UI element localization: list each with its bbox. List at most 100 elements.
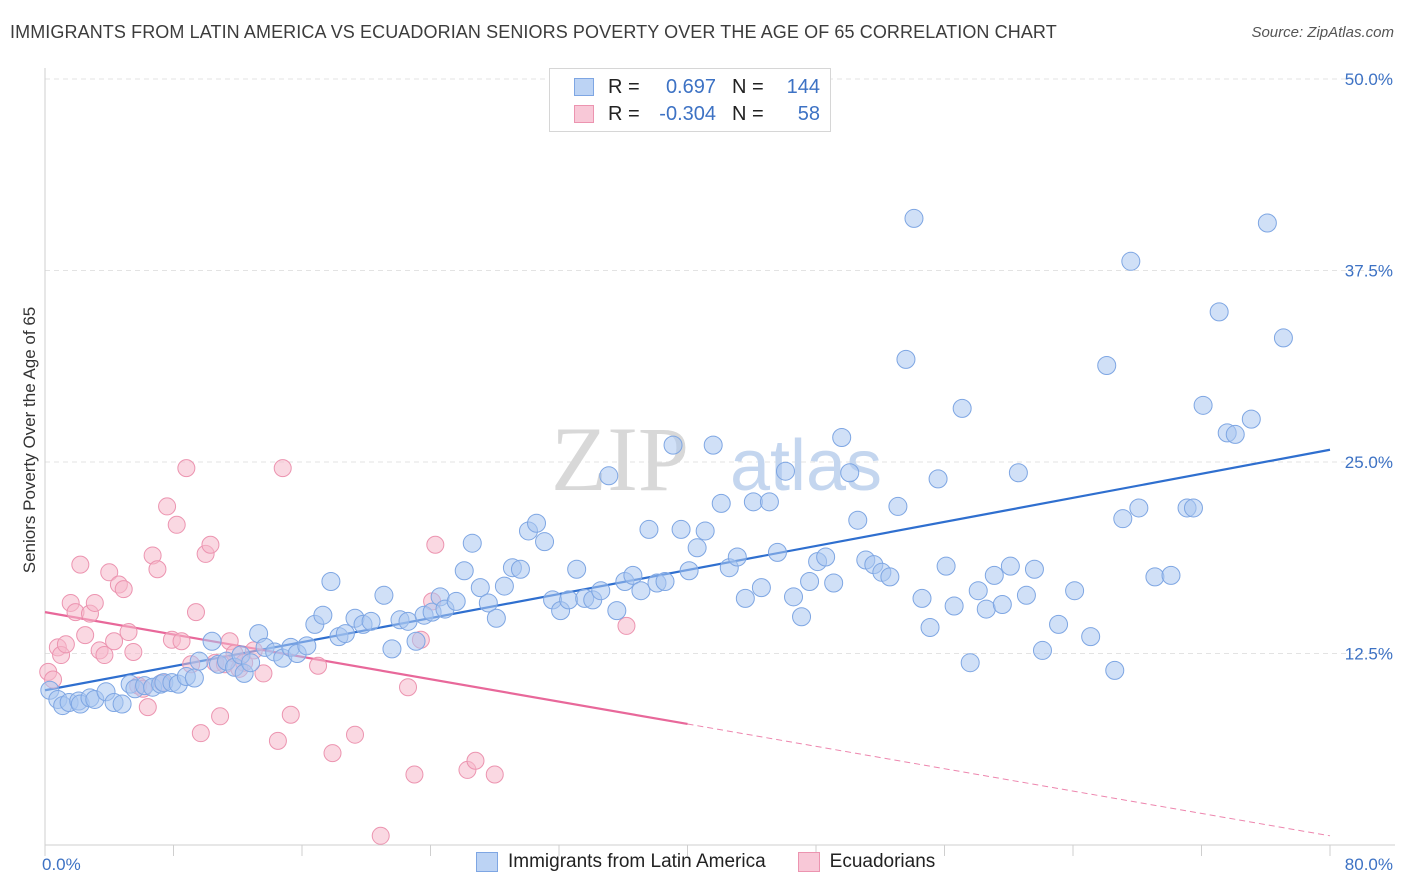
data-point-immigrants	[767, 542, 787, 562]
data-points	[39, 208, 1293, 845]
data-point-ecuadorians	[346, 725, 365, 744]
pink-swatch	[797, 852, 820, 872]
data-point-immigrants	[398, 611, 418, 631]
x-tick-label: 0.0%	[42, 855, 81, 874]
data-point-immigrants	[202, 631, 222, 651]
n-value: 58	[797, 102, 820, 125]
data-point-immigrants	[759, 492, 779, 512]
r-label: R =	[608, 75, 640, 98]
data-point-immigrants	[241, 653, 261, 673]
data-point-ecuadorians	[617, 616, 636, 635]
y-axis-label: Seniors Poverty Over the Age of 65	[20, 306, 39, 574]
data-point-immigrants	[663, 435, 683, 455]
data-point-immigrants	[679, 561, 699, 581]
data-point-immigrants	[607, 601, 627, 621]
y-tick-label: 12.5%	[1345, 645, 1393, 664]
data-point-immigrants	[374, 585, 394, 605]
data-point-immigrants	[382, 639, 402, 659]
n-value: 144	[786, 75, 820, 98]
data-point-immigrants	[446, 591, 466, 611]
data-point-ecuadorians	[71, 555, 90, 574]
data-point-immigrants	[896, 349, 916, 369]
data-point-immigrants	[824, 573, 844, 593]
axes	[44, 68, 1395, 856]
data-point-ecuadorians	[309, 656, 328, 675]
n-label: N =	[732, 75, 764, 98]
data-point-ecuadorians	[138, 698, 157, 717]
series-legend: Immigrants from Latin America Ecuadorian…	[476, 851, 967, 873]
data-point-immigrants	[1065, 581, 1085, 601]
data-point-immigrants	[189, 651, 209, 671]
legend-label: Ecuadorians	[829, 851, 936, 872]
data-point-immigrants	[313, 605, 333, 625]
data-point-immigrants	[800, 571, 820, 591]
data-point-immigrants	[478, 593, 498, 613]
data-point-immigrants	[1257, 213, 1277, 233]
data-point-immigrants	[623, 565, 643, 585]
data-point-ecuadorians	[201, 535, 220, 554]
data-point-immigrants	[1161, 565, 1181, 585]
data-point-immigrants	[1183, 498, 1203, 518]
data-point-immigrants	[687, 538, 707, 558]
data-point-immigrants	[567, 559, 587, 579]
data-point-ecuadorians	[85, 593, 104, 612]
data-point-immigrants	[1225, 424, 1245, 444]
data-point-ecuadorians	[105, 632, 124, 651]
y-tick-label: 50.0%	[1345, 70, 1393, 89]
data-point-immigrants	[920, 617, 940, 637]
data-point-ecuadorians	[76, 626, 95, 645]
data-point-immigrants	[321, 571, 341, 591]
data-point-immigrants	[486, 608, 506, 628]
data-point-ecuadorians	[124, 642, 143, 661]
data-point-immigrants	[510, 559, 530, 579]
data-point-immigrants	[639, 519, 659, 539]
data-point-immigrants	[335, 624, 355, 644]
r-value: 0.697	[665, 75, 716, 98]
data-point-immigrants	[1241, 409, 1261, 429]
data-point-immigrants	[928, 469, 948, 489]
data-point-ecuadorians	[281, 705, 300, 724]
data-point-immigrants	[743, 492, 763, 512]
tick-labels: 12.5% 25.0% 37.5% 50.0% 0.0% 80.0%	[42, 70, 1393, 874]
data-point-immigrants	[912, 588, 932, 608]
data-point-immigrants	[1209, 302, 1229, 322]
data-point-immigrants	[1000, 556, 1020, 576]
data-point-ecuadorians	[100, 563, 119, 582]
data-point-ecuadorians	[158, 497, 177, 516]
data-point-immigrants	[1113, 509, 1133, 529]
data-point-immigrants	[527, 513, 547, 533]
data-point-immigrants	[470, 578, 490, 598]
data-point-immigrants	[1081, 627, 1101, 647]
data-point-immigrants	[1016, 585, 1036, 605]
data-point-ecuadorians	[172, 632, 191, 651]
data-point-immigrants	[992, 594, 1012, 614]
data-point-immigrants	[406, 631, 426, 651]
data-point-ecuadorians	[405, 765, 424, 784]
data-point-ecuadorians	[323, 744, 342, 763]
stats-legend: R = 0.697 N = 144 R = -0.304 N = 58	[549, 68, 831, 132]
data-point-immigrants	[904, 208, 924, 228]
data-point-immigrants	[599, 466, 619, 486]
data-point-ecuadorians	[167, 515, 186, 534]
data-point-immigrants	[960, 653, 980, 673]
data-point-immigrants	[1024, 559, 1044, 579]
x-tick-label: 80.0%	[1345, 855, 1393, 874]
data-point-immigrants	[1193, 395, 1213, 415]
data-point-immigrants	[535, 532, 555, 552]
legend-item-ecuadorians: Ecuadorians	[797, 851, 936, 873]
data-point-immigrants	[1105, 660, 1125, 680]
data-point-ecuadorians	[95, 646, 114, 665]
data-point-ecuadorians	[177, 459, 196, 478]
legend-row-blue: R = 0.697 N = 144	[574, 74, 820, 100]
data-point-immigrants	[832, 427, 852, 447]
data-point-immigrants	[944, 596, 964, 616]
data-point-ecuadorians	[399, 678, 418, 697]
data-point-immigrants	[936, 556, 956, 576]
data-point-ecuadorians	[148, 560, 167, 579]
data-point-ecuadorians	[466, 751, 485, 770]
data-point-ecuadorians	[186, 603, 205, 622]
watermark-zip: ZIP	[551, 408, 689, 510]
data-point-immigrants	[462, 533, 482, 553]
data-point-ecuadorians	[426, 535, 445, 554]
